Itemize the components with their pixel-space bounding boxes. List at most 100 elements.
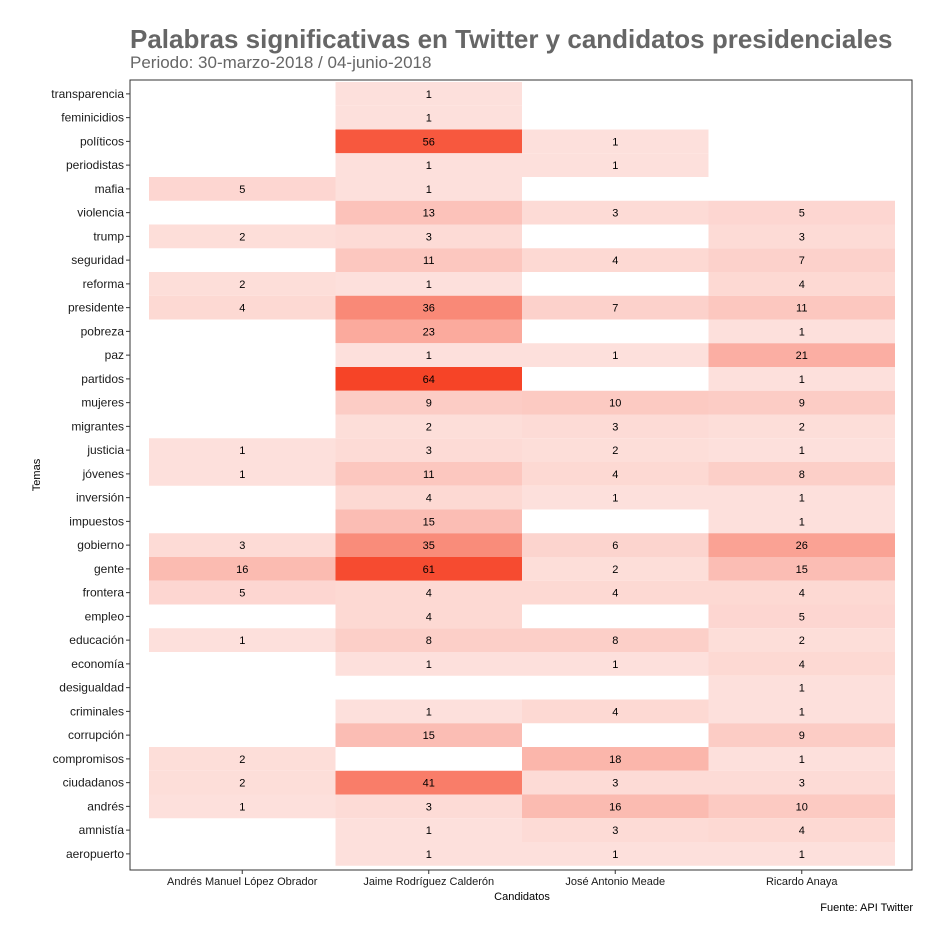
heatmap-cell bbox=[335, 462, 522, 486]
heatmap-cell bbox=[522, 390, 709, 415]
cell-value-label: 18 bbox=[609, 754, 621, 766]
cell-value-label: 1 bbox=[426, 659, 432, 671]
cell-value-label: 1 bbox=[426, 160, 432, 172]
heatmap-cell bbox=[149, 628, 336, 652]
cell-value-label: 1 bbox=[426, 279, 432, 291]
x-tick-label: Andrés Manuel López Obrador bbox=[167, 876, 318, 888]
chart-title: Palabras significativas en Twitter y can… bbox=[130, 24, 893, 54]
y-tick-label: mujeres bbox=[81, 396, 124, 410]
heatmap-cell bbox=[522, 295, 709, 320]
heatmap-cell bbox=[522, 462, 709, 486]
heatmap-cell bbox=[335, 129, 522, 154]
cell-value-label: 3 bbox=[612, 825, 618, 837]
heatmap-cell bbox=[522, 533, 709, 557]
x-tick-label: José Antonio Meade bbox=[565, 876, 665, 888]
y-tick-label: partidos bbox=[81, 372, 124, 386]
heatmap-cell bbox=[335, 343, 522, 367]
cell-value-label: 3 bbox=[612, 208, 618, 220]
y-tick-label: andrés bbox=[87, 799, 124, 813]
cell-value-label: 2 bbox=[426, 421, 432, 433]
heatmap-cell bbox=[149, 272, 336, 296]
heatmap-cell bbox=[708, 818, 895, 842]
heatmap-cell bbox=[335, 248, 522, 272]
cell-value-label: 3 bbox=[426, 445, 432, 457]
cell-value-label: 8 bbox=[799, 469, 805, 481]
cell-value-label: 1 bbox=[426, 89, 432, 101]
heatmap-cell bbox=[522, 557, 709, 581]
heatmap-cell bbox=[708, 794, 895, 819]
cell-value-label: 16 bbox=[609, 801, 621, 813]
heatmap-cell bbox=[522, 628, 709, 652]
y-tick-label: frontera bbox=[83, 586, 125, 600]
cell-value-label: 1 bbox=[612, 849, 618, 861]
cell-value-label: 1 bbox=[612, 160, 618, 172]
heatmap-cell bbox=[522, 200, 709, 225]
heatmap-cell bbox=[522, 248, 709, 272]
heatmap-cell bbox=[335, 818, 522, 842]
cell-value-label: 2 bbox=[799, 635, 805, 647]
heatmap-cell bbox=[335, 390, 522, 415]
y-tick-label: amnistía bbox=[79, 823, 125, 837]
x-tick-label: Jaime Rodríguez Calderón bbox=[363, 876, 494, 888]
cell-value-label: 1 bbox=[612, 136, 618, 148]
heatmap-cell bbox=[522, 438, 709, 462]
cell-value-label: 1 bbox=[612, 350, 618, 362]
heatmap-cell bbox=[335, 842, 522, 866]
heatmap-cell bbox=[708, 770, 895, 795]
y-tick-label: transparencia bbox=[51, 87, 124, 101]
y-axis: transparencia feminicidios políticos period… bbox=[51, 87, 130, 861]
panel-border bbox=[129, 79, 913, 871]
cell-value-label: 3 bbox=[426, 801, 432, 813]
cell-value-label: 2 bbox=[799, 421, 805, 433]
heatmap-cell bbox=[522, 747, 709, 771]
cell-value-label: 4 bbox=[612, 706, 618, 718]
heatmap-cell bbox=[335, 604, 522, 629]
heatmap-cell bbox=[335, 200, 522, 225]
cell-value-label: 1 bbox=[239, 801, 245, 813]
heatmap-cell bbox=[522, 818, 709, 842]
y-tick-label: presidente bbox=[68, 301, 124, 315]
y-axis-title: Temas bbox=[31, 458, 43, 491]
cell-value-label: 3 bbox=[799, 231, 805, 243]
cell-value-label: 21 bbox=[796, 350, 808, 362]
cell-value-label: 10 bbox=[609, 398, 621, 410]
heatmap-cell bbox=[149, 224, 336, 249]
heatmap-cell bbox=[708, 604, 895, 629]
x-axis: Andrés Manuel López Obrador Jaime Rodrígu… bbox=[167, 870, 838, 888]
heatmap-cell bbox=[149, 580, 336, 605]
cell-value-label: 13 bbox=[423, 208, 435, 220]
cell-value-label: 10 bbox=[796, 801, 808, 813]
cell-value-label: 1 bbox=[239, 445, 245, 457]
heatmap-cell bbox=[335, 177, 522, 201]
y-tick-label: corrupción bbox=[68, 728, 124, 742]
heatmap-cell bbox=[522, 652, 709, 676]
cell-value-label: 26 bbox=[796, 540, 808, 552]
y-tick-label: periodistas bbox=[66, 158, 124, 172]
heatmap-cell bbox=[522, 580, 709, 605]
heatmap-cell bbox=[708, 438, 895, 462]
cell-value-label: 15 bbox=[423, 730, 435, 742]
heatmap-cell bbox=[522, 343, 709, 367]
heatmap-cell bbox=[708, 652, 895, 676]
cell-value-label: 4 bbox=[799, 279, 805, 291]
heatmap-cell bbox=[522, 129, 709, 154]
cell-value-label: 56 bbox=[423, 136, 435, 148]
heatmap-cell bbox=[708, 628, 895, 652]
cell-value-label: 9 bbox=[426, 398, 432, 410]
cell-value-label: 1 bbox=[426, 849, 432, 861]
heatmap-cell bbox=[335, 628, 522, 652]
heatmap-cell bbox=[522, 414, 709, 439]
cell-value-label: 7 bbox=[799, 255, 805, 267]
heatmap-cell bbox=[149, 438, 336, 462]
cell-value-label: 5 bbox=[239, 184, 245, 196]
y-tick-label: paz bbox=[105, 348, 124, 362]
cell-value-label: 1 bbox=[426, 184, 432, 196]
cell-value-label: 5 bbox=[799, 208, 805, 220]
cell-value-label: 61 bbox=[423, 564, 435, 576]
y-tick-label: trump bbox=[93, 229, 124, 243]
cell-value-label: 5 bbox=[799, 611, 805, 623]
cell-value-label: 11 bbox=[796, 303, 807, 315]
heatmap-cell bbox=[708, 343, 895, 367]
cell-value-label: 3 bbox=[799, 778, 805, 790]
